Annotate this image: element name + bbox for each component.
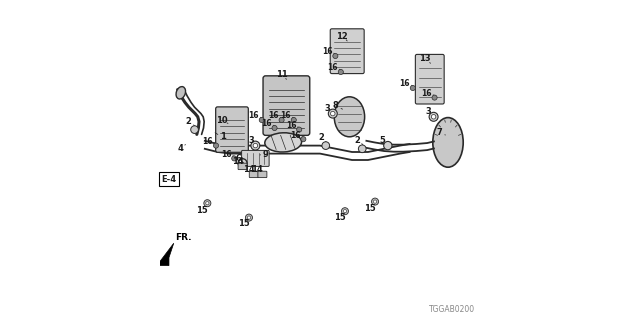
Circle shape — [301, 137, 306, 142]
Text: 16: 16 — [327, 63, 338, 72]
Text: 14: 14 — [232, 157, 243, 166]
Text: 3: 3 — [248, 136, 253, 145]
Polygon shape — [157, 243, 174, 266]
Text: 2: 2 — [355, 136, 361, 145]
Text: 13: 13 — [419, 54, 431, 63]
Circle shape — [291, 117, 296, 123]
Circle shape — [372, 198, 379, 205]
Circle shape — [374, 200, 377, 203]
Circle shape — [328, 109, 337, 118]
Text: 16: 16 — [280, 111, 291, 120]
Text: 12: 12 — [336, 32, 348, 41]
FancyBboxPatch shape — [263, 76, 310, 135]
Circle shape — [206, 202, 209, 205]
Circle shape — [342, 208, 348, 215]
Text: 2: 2 — [318, 133, 324, 142]
Circle shape — [343, 210, 347, 213]
Circle shape — [338, 69, 343, 75]
Text: 14: 14 — [243, 165, 255, 174]
Circle shape — [297, 127, 302, 132]
Ellipse shape — [265, 133, 301, 152]
Text: 6: 6 — [235, 154, 241, 163]
Circle shape — [431, 115, 436, 119]
Text: 7: 7 — [436, 128, 442, 137]
Circle shape — [322, 142, 330, 149]
Text: 3: 3 — [426, 107, 431, 116]
Circle shape — [358, 145, 366, 153]
Circle shape — [432, 95, 437, 100]
Ellipse shape — [433, 118, 463, 167]
Circle shape — [204, 200, 211, 207]
FancyBboxPatch shape — [415, 54, 444, 104]
Text: 10: 10 — [216, 116, 227, 124]
Circle shape — [251, 141, 260, 150]
Text: 15: 15 — [334, 213, 346, 222]
Circle shape — [246, 214, 253, 221]
Text: E-4: E-4 — [161, 175, 177, 184]
Text: TGGAB0200: TGGAB0200 — [429, 305, 475, 314]
Text: 9: 9 — [263, 150, 268, 159]
FancyBboxPatch shape — [242, 150, 269, 166]
Circle shape — [410, 85, 415, 91]
Text: 1: 1 — [220, 132, 226, 141]
Text: 8: 8 — [333, 101, 338, 110]
Circle shape — [259, 117, 264, 123]
Text: 16: 16 — [268, 111, 279, 120]
Text: 16: 16 — [221, 150, 232, 159]
Circle shape — [383, 141, 392, 150]
Circle shape — [248, 216, 251, 219]
Text: 16: 16 — [322, 47, 332, 56]
FancyBboxPatch shape — [216, 107, 248, 152]
Text: 5: 5 — [380, 136, 385, 145]
Circle shape — [279, 117, 284, 123]
Circle shape — [272, 125, 277, 131]
Text: 15: 15 — [238, 220, 250, 228]
Circle shape — [232, 156, 237, 161]
Circle shape — [253, 143, 258, 148]
Text: 15: 15 — [364, 204, 376, 212]
Circle shape — [330, 111, 335, 116]
FancyBboxPatch shape — [258, 171, 267, 178]
Circle shape — [333, 53, 338, 59]
FancyBboxPatch shape — [249, 171, 259, 178]
FancyBboxPatch shape — [238, 163, 247, 170]
Text: 3: 3 — [325, 104, 330, 113]
Text: 4: 4 — [177, 144, 184, 153]
Text: 16: 16 — [248, 111, 259, 120]
Ellipse shape — [334, 97, 365, 137]
Text: 16: 16 — [290, 131, 301, 140]
Text: 16: 16 — [261, 119, 272, 128]
Text: FR.: FR. — [175, 233, 192, 242]
Text: 15: 15 — [196, 206, 208, 215]
Text: 2: 2 — [186, 117, 192, 126]
Circle shape — [214, 143, 219, 148]
FancyBboxPatch shape — [330, 29, 364, 74]
Ellipse shape — [176, 87, 186, 99]
Text: 11: 11 — [276, 70, 287, 79]
Text: 16: 16 — [202, 137, 213, 146]
Text: 16: 16 — [399, 79, 410, 88]
Circle shape — [429, 112, 438, 121]
Text: 16: 16 — [286, 121, 296, 130]
Text: 16: 16 — [421, 89, 432, 98]
Text: 14: 14 — [252, 165, 263, 174]
Circle shape — [191, 126, 198, 133]
